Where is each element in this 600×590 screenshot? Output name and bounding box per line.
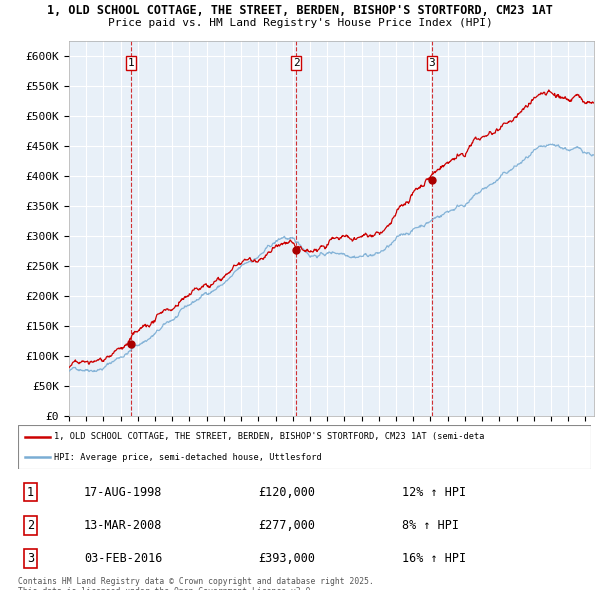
Text: Price paid vs. HM Land Registry's House Price Index (HPI): Price paid vs. HM Land Registry's House … (107, 18, 493, 28)
Text: 2: 2 (27, 519, 34, 532)
Text: 17-AUG-1998: 17-AUG-1998 (84, 486, 162, 499)
Text: 12% ↑ HPI: 12% ↑ HPI (402, 486, 466, 499)
Text: Contains HM Land Registry data © Crown copyright and database right 2025.
This d: Contains HM Land Registry data © Crown c… (18, 577, 374, 590)
Text: £120,000: £120,000 (259, 486, 316, 499)
Text: 1: 1 (27, 486, 34, 499)
Text: 1: 1 (128, 58, 135, 68)
Text: 8% ↑ HPI: 8% ↑ HPI (402, 519, 459, 532)
Text: 1, OLD SCHOOL COTTAGE, THE STREET, BERDEN, BISHOP'S STORTFORD, CM23 1AT (semi-de: 1, OLD SCHOOL COTTAGE, THE STREET, BERDE… (53, 432, 484, 441)
Text: £393,000: £393,000 (259, 552, 316, 565)
Text: 03-FEB-2016: 03-FEB-2016 (84, 552, 162, 565)
Text: 13-MAR-2008: 13-MAR-2008 (84, 519, 162, 532)
Text: 2: 2 (293, 58, 299, 68)
Text: 3: 3 (428, 58, 436, 68)
Text: £277,000: £277,000 (259, 519, 316, 532)
Text: 1, OLD SCHOOL COTTAGE, THE STREET, BERDEN, BISHOP'S STORTFORD, CM23 1AT: 1, OLD SCHOOL COTTAGE, THE STREET, BERDE… (47, 4, 553, 17)
Text: 16% ↑ HPI: 16% ↑ HPI (402, 552, 466, 565)
Text: HPI: Average price, semi-detached house, Uttlesford: HPI: Average price, semi-detached house,… (53, 453, 321, 461)
Text: 3: 3 (27, 552, 34, 565)
